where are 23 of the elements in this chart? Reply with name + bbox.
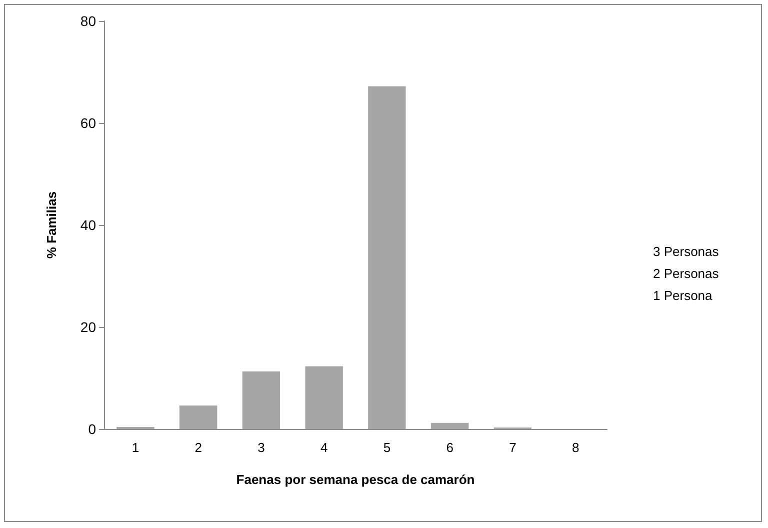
x-tick-label: 2: [194, 440, 202, 455]
y-tick-label: 80: [80, 13, 96, 29]
bar: [305, 366, 343, 429]
y-axis-title: % Familias: [44, 191, 59, 259]
bar: [430, 422, 469, 429]
x-tick-label: 8: [572, 440, 580, 455]
y-tick-label: 60: [80, 115, 96, 131]
bar: [368, 86, 406, 429]
text: 2 Personas: [653, 266, 720, 281]
text: 1 Persona: [653, 288, 714, 303]
bar: [179, 406, 218, 429]
y-tick-label: 40: [80, 217, 96, 233]
x-tick-label: 4: [320, 440, 328, 455]
x-tick-label: 6: [446, 440, 454, 455]
x-axis-title: Faenas por semana pesca de camarón: [236, 472, 475, 487]
x-tick-label: 1: [132, 440, 140, 455]
y-tick-label: 0: [88, 421, 96, 437]
x-tick-label: 3: [258, 440, 265, 455]
bar: [242, 371, 280, 429]
text: 3 Personas: [653, 244, 720, 259]
y-tick-label: 20: [80, 319, 96, 335]
x-tick-label: 7: [509, 440, 516, 455]
x-tick-label: 5: [383, 440, 391, 455]
